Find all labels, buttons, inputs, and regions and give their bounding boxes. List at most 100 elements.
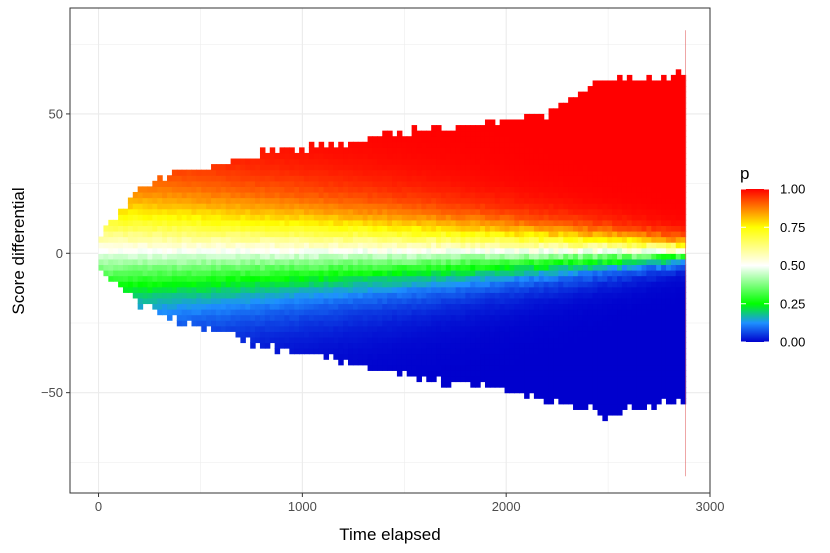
heatmap-tile <box>484 270 491 277</box>
heatmap-tile <box>450 314 457 321</box>
heatmap-tile <box>548 147 555 154</box>
heatmap-tile <box>636 113 643 121</box>
heatmap-tile <box>259 309 266 316</box>
heatmap-tile <box>651 236 657 243</box>
heatmap-tile <box>245 297 251 305</box>
heatmap-tile <box>621 152 628 160</box>
heatmap-tile <box>680 398 687 405</box>
heatmap-tile <box>617 158 623 165</box>
heatmap-tile <box>333 236 339 243</box>
heatmap-tile <box>338 342 344 349</box>
heatmap-tile <box>675 364 682 371</box>
heatmap-tile <box>196 286 202 293</box>
heatmap-tile <box>167 208 173 215</box>
heatmap-tile <box>675 208 682 215</box>
heatmap-tile <box>670 169 677 176</box>
heatmap-tile <box>621 270 628 277</box>
heatmap-tile <box>259 325 266 332</box>
heatmap-tile <box>641 331 648 338</box>
heatmap-tile <box>211 197 217 204</box>
heatmap-tile <box>411 292 418 299</box>
heatmap-tile <box>543 320 550 327</box>
heatmap-tile <box>431 253 437 260</box>
heatmap-tile <box>651 303 657 310</box>
heatmap-tile <box>607 214 613 221</box>
heatmap-tile <box>294 264 300 271</box>
heatmap-tile <box>626 336 633 344</box>
heatmap-tile <box>167 214 173 221</box>
heatmap-tile <box>122 270 129 277</box>
heatmap-tile <box>612 186 618 193</box>
heatmap-tile <box>558 331 564 338</box>
heatmap-tile <box>519 214 525 221</box>
heatmap-tile <box>333 303 339 310</box>
heatmap-tile <box>470 342 476 349</box>
heatmap-tile <box>406 158 413 165</box>
heatmap-tile <box>587 169 594 176</box>
heatmap-tile <box>558 264 564 271</box>
heatmap-tile <box>303 247 310 254</box>
heatmap-tile <box>504 381 511 388</box>
heatmap-tile <box>426 281 432 288</box>
heatmap-tile <box>582 325 589 332</box>
heatmap-tile <box>607 258 613 266</box>
heatmap-tile <box>357 336 364 344</box>
heatmap-tile <box>651 158 657 165</box>
heatmap-tile <box>299 208 305 215</box>
heatmap-tile <box>333 297 339 305</box>
heatmap-tile <box>568 130 574 137</box>
heatmap-tile <box>651 197 657 204</box>
heatmap-tile <box>303 236 310 243</box>
heatmap-tile <box>274 275 281 282</box>
y-tick-label: −50 <box>41 385 63 400</box>
heatmap-tile <box>269 191 276 199</box>
heatmap-tile <box>514 191 520 199</box>
heatmap-tile <box>670 370 677 377</box>
heatmap-tile <box>289 242 295 249</box>
heatmap-tile <box>548 136 555 143</box>
heatmap-tile <box>127 225 134 232</box>
heatmap-tile <box>475 247 481 254</box>
heatmap-tile <box>529 281 535 288</box>
heatmap-tile <box>157 180 163 187</box>
heatmap-tile <box>504 141 511 148</box>
heatmap-tile <box>196 297 202 305</box>
heatmap-tile <box>338 208 344 215</box>
heatmap-tile <box>215 281 222 288</box>
heatmap-tile <box>392 197 398 204</box>
heatmap-tile <box>484 264 491 271</box>
heatmap-tile <box>607 108 613 115</box>
heatmap-tile <box>377 297 383 305</box>
heatmap-tile <box>162 230 168 238</box>
heatmap-tile <box>480 264 486 271</box>
heatmap-tile <box>568 230 574 238</box>
heatmap-tile <box>533 130 540 137</box>
heatmap-tile <box>299 303 305 310</box>
heatmap-tile <box>357 152 364 160</box>
heatmap-tile <box>377 253 383 260</box>
heatmap-tile <box>411 270 418 277</box>
heatmap-tile <box>665 102 672 109</box>
heatmap-tile <box>455 359 462 366</box>
heatmap-tile <box>416 208 422 215</box>
heatmap-tile <box>494 359 501 366</box>
heatmap-tile <box>577 348 584 355</box>
heatmap-tile <box>563 180 569 187</box>
heatmap-tile <box>259 264 266 271</box>
heatmap-tile <box>362 191 369 199</box>
heatmap-tile <box>636 186 643 193</box>
heatmap-tile <box>592 286 599 293</box>
heatmap-tile <box>499 281 506 288</box>
heatmap-tile <box>519 247 525 254</box>
heatmap-tile <box>553 219 559 227</box>
heatmap-tile <box>142 186 149 193</box>
heatmap-tile <box>519 297 525 305</box>
heatmap-tile <box>484 348 491 355</box>
heatmap-tile <box>343 258 349 266</box>
heatmap-tile <box>362 253 369 260</box>
heatmap-tile <box>367 258 374 266</box>
heatmap-tile <box>563 247 569 254</box>
heatmap-tile <box>617 180 623 187</box>
heatmap-tile <box>387 336 393 344</box>
heatmap-tile <box>274 208 281 215</box>
